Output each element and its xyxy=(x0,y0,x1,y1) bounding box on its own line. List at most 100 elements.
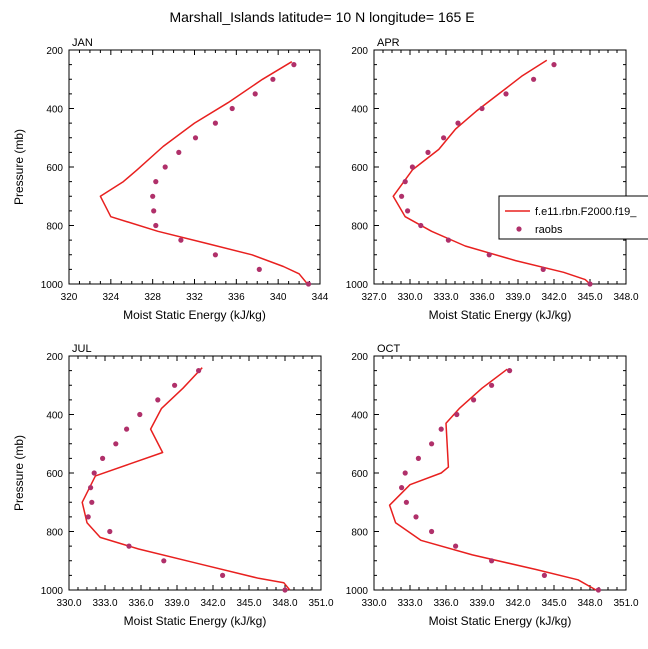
raobs-point xyxy=(402,470,408,476)
x-tick-label: 336.0 xyxy=(469,292,494,303)
x-axis-label: Moist Static Energy (kJ/kg) xyxy=(124,614,267,628)
x-tick-label: 345.0 xyxy=(236,598,261,609)
raobs-point xyxy=(126,543,132,549)
raobs-point xyxy=(486,252,492,258)
raobs-point xyxy=(402,179,408,185)
raobs-point xyxy=(107,528,113,535)
raobs-point xyxy=(212,252,218,258)
raobs-point xyxy=(252,91,258,97)
plot-frame xyxy=(68,355,322,591)
raobs-point xyxy=(399,485,405,491)
x-tick-label: 327.0 xyxy=(361,292,386,303)
x-tick-label: 330.0 xyxy=(397,292,422,303)
raobs-point xyxy=(113,441,119,447)
y-tick-label: 200 xyxy=(46,352,63,363)
x-tick-label: 345.0 xyxy=(577,292,602,303)
raobs-point xyxy=(196,368,202,374)
raobs-point xyxy=(471,397,477,403)
raobs-point xyxy=(399,193,405,199)
x-tick-label: 348.0 xyxy=(577,598,602,609)
raobs-point xyxy=(587,281,593,287)
y-tick-label: 600 xyxy=(46,163,63,174)
x-tick-label: 348.0 xyxy=(272,598,297,609)
raobs-point xyxy=(291,62,297,68)
raobs-point xyxy=(540,266,546,272)
y-tick-label: 800 xyxy=(351,222,368,233)
raobs-point xyxy=(503,91,509,97)
raobs-point xyxy=(282,587,288,593)
x-tick-label: 351.0 xyxy=(308,598,333,609)
x-tick-label: 332 xyxy=(186,292,203,303)
raobs-point xyxy=(153,222,159,229)
x-tick-label: 336.0 xyxy=(433,598,458,609)
x-tick-label: 339.0 xyxy=(469,598,494,609)
model-series-line xyxy=(99,61,309,285)
raobs-point xyxy=(489,382,495,388)
plot-frame xyxy=(373,355,627,591)
raobs-point xyxy=(305,281,312,287)
chart-panel-oct: 330.0 333.0 336.0 339.0 342.0 345.0 348.0 351.0… xyxy=(346,343,639,628)
x-tick-label: 333.0 xyxy=(92,598,117,609)
y-tick-label: 400 xyxy=(351,105,368,116)
x-tick-label: 333.0 xyxy=(433,292,458,303)
raobs-point xyxy=(507,368,513,374)
panel-title: OCT xyxy=(377,343,401,355)
raobs-point xyxy=(155,397,161,403)
legend-model-label: f.e11.rbn.F2000.f19_ xyxy=(535,206,637,218)
y-tick-label: 600 xyxy=(351,163,368,174)
raobs-point xyxy=(85,514,91,520)
chart-panel-jul: 330.0 333.0 336.0 339.0 342.0 345.0 348.0 351.0… xyxy=(12,343,334,628)
raobs-point xyxy=(176,149,182,155)
raobs-point xyxy=(150,193,156,199)
raobs-point xyxy=(415,455,421,461)
x-tick-label: 340 xyxy=(270,292,287,303)
raobs-point xyxy=(161,558,167,564)
raobs-point xyxy=(153,179,159,185)
raobs-point xyxy=(151,208,157,214)
x-tick-label: 344 xyxy=(312,292,329,303)
y-tick-label: 1000 xyxy=(41,280,64,291)
panel-title: APR xyxy=(377,37,400,49)
raobs-point xyxy=(137,411,143,418)
raobs-point xyxy=(270,76,276,82)
raobs-point xyxy=(229,105,235,112)
x-tick-label: 351.0 xyxy=(613,598,638,609)
chart-panel-jan: 320 324 328 332 336 340 344 200 400 600 800 1000 JAN… xyxy=(12,37,329,322)
raobs-point xyxy=(403,499,409,505)
y-tick-label: 200 xyxy=(351,46,368,57)
legend-obs-marker xyxy=(516,226,522,232)
raobs-point xyxy=(413,514,419,520)
raobs-point xyxy=(441,135,447,141)
raobs-point xyxy=(418,222,424,229)
raobs-point xyxy=(454,411,460,418)
raobs-point xyxy=(256,266,262,272)
y-axis-label: Pressure (mb) xyxy=(12,435,26,511)
model-series-line xyxy=(81,367,291,591)
x-tick-label: 328 xyxy=(144,292,161,303)
y-tick-label: 200 xyxy=(46,46,63,57)
x-tick-label: 324 xyxy=(102,292,119,303)
raobs-point xyxy=(455,120,461,126)
raobs-point xyxy=(88,485,94,491)
raobs-point xyxy=(89,499,95,505)
x-tick-label: 348.0 xyxy=(613,292,638,303)
model-series-line xyxy=(392,59,591,285)
raobs-point xyxy=(212,120,218,126)
raobs-point xyxy=(551,62,557,68)
raobs-point xyxy=(429,528,435,535)
x-tick-label: 336 xyxy=(228,292,245,303)
x-tick-label: 339.0 xyxy=(164,598,189,609)
raobs-point xyxy=(595,587,602,593)
x-tick-label: 342.0 xyxy=(505,598,530,609)
y-tick-label: 800 xyxy=(46,222,63,233)
x-tick-label: 345.0 xyxy=(541,598,566,609)
x-axis-label: Moist Static Energy (kJ/kg) xyxy=(123,308,266,322)
raobs-point xyxy=(489,558,495,564)
y-tick-label: 1000 xyxy=(346,280,369,291)
panel-title: JAN xyxy=(72,37,93,49)
x-tick-label: 336.0 xyxy=(128,598,153,609)
raobs-point xyxy=(445,237,451,243)
raobs-point xyxy=(178,237,184,243)
raobs-point xyxy=(425,149,431,155)
